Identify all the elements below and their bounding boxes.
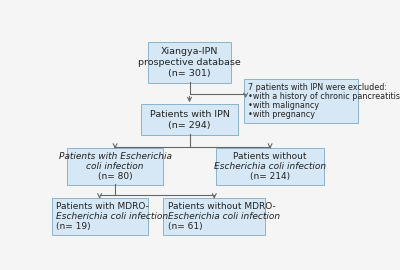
Text: Patients with Escherichia: Patients with Escherichia <box>58 152 172 161</box>
Text: Patients with MDRO-: Patients with MDRO- <box>56 202 149 211</box>
FancyBboxPatch shape <box>148 42 231 83</box>
Text: Escherichia coli infection: Escherichia coli infection <box>214 162 326 171</box>
Text: (n= 80): (n= 80) <box>98 172 132 181</box>
Text: (n= 61): (n= 61) <box>168 222 202 231</box>
Text: Patients without: Patients without <box>233 152 307 161</box>
Text: •with a history of chronic pancreatitis: •with a history of chronic pancreatitis <box>248 92 400 101</box>
Text: •with pregnancy: •with pregnancy <box>248 110 315 119</box>
Text: (n= 294): (n= 294) <box>168 121 211 130</box>
FancyBboxPatch shape <box>163 198 266 235</box>
FancyBboxPatch shape <box>142 104 238 135</box>
Text: •with malignancy: •with malignancy <box>248 101 320 110</box>
FancyBboxPatch shape <box>244 79 358 123</box>
Text: coli infection: coli infection <box>86 162 144 171</box>
Text: prospective database: prospective database <box>138 58 241 67</box>
Text: Patients without MDRO-: Patients without MDRO- <box>168 202 276 211</box>
Text: Escherichia coli infection: Escherichia coli infection <box>56 212 168 221</box>
Text: (n= 214): (n= 214) <box>250 172 290 181</box>
FancyBboxPatch shape <box>67 148 163 185</box>
Text: Xiangya-IPN: Xiangya-IPN <box>161 47 218 56</box>
Text: Patients with IPN: Patients with IPN <box>150 110 230 119</box>
Text: 7 patients with IPN were excluded:: 7 patients with IPN were excluded: <box>248 83 387 92</box>
Text: (n= 19): (n= 19) <box>56 222 91 231</box>
Text: (n= 301): (n= 301) <box>168 69 211 78</box>
FancyBboxPatch shape <box>216 148 324 185</box>
Text: Escherichia coli infection: Escherichia coli infection <box>168 212 280 221</box>
FancyBboxPatch shape <box>52 198 148 235</box>
